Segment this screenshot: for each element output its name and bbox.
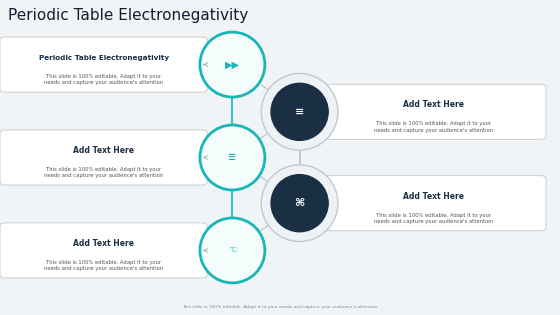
Text: ≡: ≡ [228, 152, 236, 163]
Text: This slide is 100% editable. Adapt it to your needs and capture your audience's : This slide is 100% editable. Adapt it to… [183, 305, 377, 309]
Text: This slide is 100% editable. Adapt it to your
needs and capture your audience's : This slide is 100% editable. Adapt it to… [375, 213, 493, 224]
FancyBboxPatch shape [322, 176, 546, 231]
Text: Add Text Here: Add Text Here [73, 239, 134, 248]
Ellipse shape [262, 73, 338, 150]
Ellipse shape [200, 218, 265, 283]
FancyBboxPatch shape [322, 84, 546, 139]
Text: Add Text Here: Add Text Here [73, 146, 134, 155]
Text: This slide is 100% editable. Adapt it to your
needs and capture your audience's : This slide is 100% editable. Adapt it to… [44, 74, 163, 85]
Text: This slide is 100% editable. Adapt it to your
needs and capture your audience's : This slide is 100% editable. Adapt it to… [375, 121, 493, 133]
Text: ≡: ≡ [295, 107, 304, 117]
Text: Periodic Table Electronegativity: Periodic Table Electronegativity [8, 8, 249, 23]
Ellipse shape [262, 165, 338, 242]
Text: Add Text Here: Add Text Here [404, 192, 464, 201]
Text: ☜: ☜ [228, 245, 237, 255]
Ellipse shape [270, 83, 329, 141]
FancyBboxPatch shape [0, 130, 207, 185]
Text: Periodic Table Electronegativity: Periodic Table Electronegativity [39, 54, 169, 61]
Text: This slide is 100% editable. Adapt it to your
needs and capture your audience's : This slide is 100% editable. Adapt it to… [44, 260, 163, 271]
FancyBboxPatch shape [0, 37, 207, 92]
Text: Add Text Here: Add Text Here [404, 100, 464, 109]
Text: ⌘: ⌘ [295, 198, 305, 208]
Ellipse shape [200, 125, 265, 190]
Text: ▶▶: ▶▶ [225, 60, 240, 70]
FancyBboxPatch shape [0, 223, 207, 278]
Ellipse shape [270, 174, 329, 232]
Ellipse shape [200, 32, 265, 97]
Text: This slide is 100% editable. Adapt it to your
needs and capture your audience's : This slide is 100% editable. Adapt it to… [44, 167, 163, 178]
